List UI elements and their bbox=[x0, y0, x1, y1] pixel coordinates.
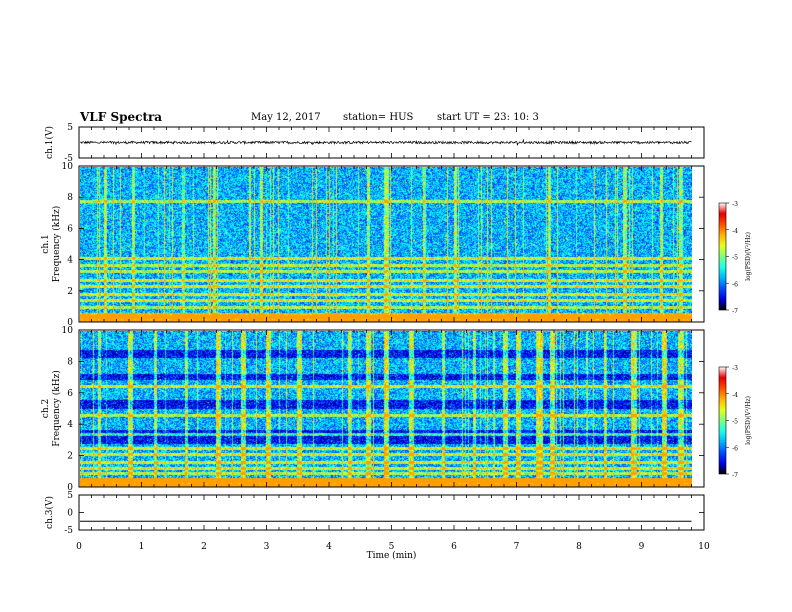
ch1-voltage-ylabel: ch.1(V) bbox=[44, 126, 55, 159]
ch2-spectrogram-ytick-label: 0 bbox=[67, 483, 73, 493]
ch3-voltage-ytick-label: -5 bbox=[64, 526, 73, 536]
time-tick-label: 9 bbox=[639, 542, 645, 552]
ch2-colorbar-tick-label: -5 bbox=[732, 419, 738, 426]
ch1-spectrogram-ytick-label: 10 bbox=[62, 162, 74, 172]
time-tick-label: 10 bbox=[698, 542, 710, 552]
chart-title: VLF Spectra bbox=[80, 110, 163, 124]
ch3-voltage-ytick-label: 5 bbox=[67, 491, 73, 501]
time-tick-label: 0 bbox=[76, 542, 82, 552]
ch2-colorbar-bar bbox=[718, 366, 727, 475]
start-ut-label: start UT = 23: 10: 3 bbox=[437, 112, 539, 123]
ch1-voltage-ytick-label: 5 bbox=[67, 123, 73, 133]
ch1-spectrogram-image bbox=[80, 167, 692, 322]
ch2-colorbar-tick-label: -6 bbox=[732, 445, 738, 452]
ch2-spectrogram-image bbox=[80, 331, 692, 487]
ch1-spectrogram-ytick-label: 0 bbox=[67, 318, 73, 328]
ch2-spectrogram-ytick-label: 10 bbox=[62, 326, 74, 336]
ch1-spectrogram-ylabel-freq: Frequency (kHz) bbox=[51, 206, 62, 283]
ch1-spectrogram-ytick-label: 6 bbox=[67, 224, 73, 234]
ch1-spectrogram-panel: 0 2 4 6 8 10 ch.1 Frequency (kHz) bbox=[41, 162, 705, 328]
ch3-voltage-ylabel: ch.3(V) bbox=[44, 496, 55, 529]
ch1-voltage-trace bbox=[79, 138, 692, 146]
ch2-colorbar-tick-label: -7 bbox=[732, 472, 738, 479]
ch1-spectrogram-ylabel: ch.1 bbox=[41, 234, 51, 253]
ch1-colorbar-tick-label: -3 bbox=[732, 201, 738, 208]
time-tick-label: 1 bbox=[139, 542, 145, 552]
ch1-colorbar-tick-label: -4 bbox=[732, 228, 738, 235]
ch1-spectrogram-ytick-label: 8 bbox=[67, 193, 73, 203]
ch2-spectrogram-ylabel: ch.2 bbox=[41, 399, 51, 418]
time-axis: 0 1 2 3 4 5 6 7 8 9 10 Time (min) bbox=[76, 542, 710, 561]
ch1-spectrogram-ytick-label: 2 bbox=[67, 287, 73, 297]
time-tick-label: 5 bbox=[389, 542, 395, 552]
ch2-spectrogram-ytick-label: 6 bbox=[67, 389, 73, 399]
ch1-colorbar-bar bbox=[718, 202, 727, 311]
ch2-colorbar-tick-label: -3 bbox=[732, 365, 738, 372]
ch3-voltage-ytick-label: 0 bbox=[67, 509, 73, 519]
ch1-voltage-panel: 5 -5 ch.1(V) bbox=[44, 123, 705, 164]
ch2-colorbar-tick-label: -4 bbox=[732, 392, 738, 399]
time-tick-label: 3 bbox=[264, 542, 270, 552]
time-tick-label: 4 bbox=[326, 542, 332, 552]
ch3-voltage-frame bbox=[78, 494, 705, 531]
time-tick-label: 8 bbox=[576, 542, 582, 552]
ch2-colorbar-label: log(PSD)(V²/Hz) bbox=[745, 396, 752, 445]
ch2-spectrogram-ylabel-freq: Frequency (kHz) bbox=[51, 370, 62, 447]
ch1-spectrogram-ytick-label: 4 bbox=[67, 256, 73, 266]
ch1-colorbar-tick-label: -5 bbox=[732, 255, 738, 262]
ch2-spectrogram-ytick-label: 2 bbox=[67, 452, 73, 462]
time-tick-label: 2 bbox=[201, 542, 207, 552]
time-axis-label: Time (min) bbox=[367, 550, 417, 561]
ch3-voltage-panel: 5 0 -5 ch.3(V) bbox=[44, 491, 705, 536]
date-label: May 12, 2017 bbox=[251, 112, 321, 123]
ch2-spectrogram-ytick-label: 8 bbox=[67, 357, 73, 367]
station-label: station= HUS bbox=[343, 112, 414, 123]
ch1-voltage-ytick-label: -5 bbox=[64, 154, 73, 164]
ch1-colorbar-label: log(PSD)(V²/Hz) bbox=[745, 232, 752, 281]
ch1-colorbar-tick-label: -6 bbox=[732, 281, 738, 288]
colorbars: -3 -4 -5 -6 -7 log(PSD)(V²/Hz) -3 -4 -5 -6 -7 log(P… bbox=[718, 201, 752, 479]
time-tick-label: 7 bbox=[514, 542, 520, 552]
ch2-spectrogram-panel: 0 2 4 6 8 10 ch.2 Frequency (kHz) bbox=[41, 326, 705, 493]
ch2-spectrogram-ytick-label: 4 bbox=[67, 420, 73, 430]
ch1-colorbar-tick-label: -7 bbox=[732, 308, 738, 315]
time-tick-label: 6 bbox=[451, 542, 457, 552]
